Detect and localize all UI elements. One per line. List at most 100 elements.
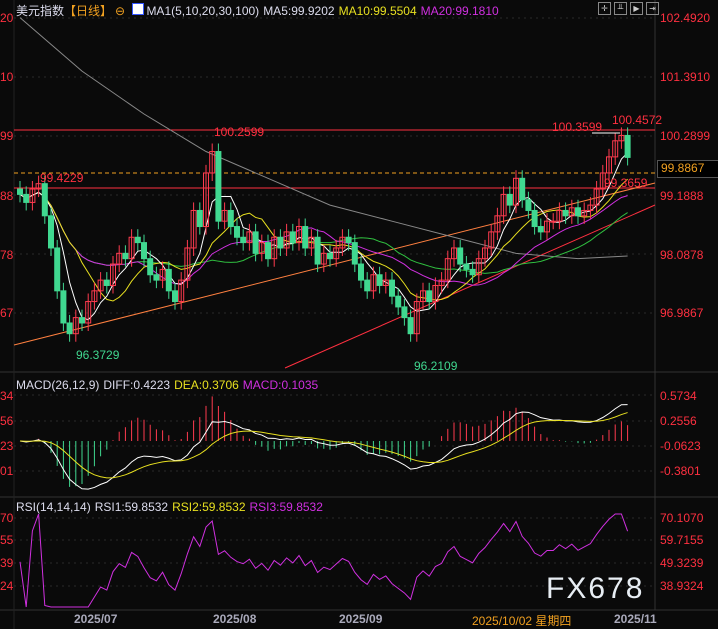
chart-range-icon[interactable]: ╨	[614, 2, 627, 15]
candle	[531, 209, 538, 228]
price-tick: 102.4920	[660, 11, 711, 25]
candle	[562, 209, 569, 217]
candle	[581, 209, 588, 217]
high-label: 100.4572	[612, 113, 663, 127]
rsi-tick: 49.3239	[660, 556, 704, 570]
candle	[482, 247, 488, 260]
play-icon[interactable]: ▶	[630, 2, 643, 15]
candle	[252, 231, 259, 254]
date-tick: 2025/11	[614, 612, 657, 626]
candle	[184, 247, 191, 281]
candle	[420, 290, 426, 303]
candle	[215, 151, 222, 222]
candle	[48, 215, 54, 249]
candle	[265, 242, 271, 260]
level-label: 99.3659	[604, 176, 648, 190]
candle	[370, 274, 377, 292]
candle	[575, 207, 581, 217]
ma-chart-icon[interactable]	[132, 3, 145, 15]
candle	[141, 242, 147, 260]
candle	[103, 279, 110, 286]
candle	[203, 172, 209, 228]
ma10-line	[19, 178, 628, 302]
candle	[209, 151, 216, 174]
candle	[134, 236, 141, 244]
candle	[54, 247, 61, 292]
rsi-tick: 70.1070	[660, 511, 704, 525]
candle	[389, 279, 395, 297]
candle	[289, 231, 296, 244]
diff-value: DIFF:0.4223	[103, 378, 171, 392]
candle	[221, 209, 228, 222]
candle	[444, 258, 451, 281]
candle	[587, 204, 594, 211]
candle	[407, 317, 414, 335]
candle	[23, 193, 30, 203]
candle	[178, 279, 185, 303]
candle	[463, 263, 470, 270]
candle	[314, 236, 321, 265]
candle	[41, 183, 48, 217]
candle	[395, 295, 402, 308]
candle	[172, 290, 178, 303]
candle	[568, 207, 575, 217]
candle	[283, 231, 290, 249]
candle	[234, 226, 240, 238]
left-tick: 23	[0, 439, 14, 453]
macd-tick: -0.3801	[660, 464, 701, 478]
candle	[60, 290, 67, 324]
candle	[475, 258, 482, 276]
candle	[401, 306, 408, 319]
candle	[320, 252, 327, 265]
candle	[432, 284, 439, 303]
left-tick: 24	[0, 579, 14, 593]
rsi-tick: 59.7155	[660, 533, 704, 547]
candle	[240, 236, 247, 244]
left-tick: 10	[0, 70, 14, 84]
dea-line	[19, 412, 628, 479]
candle	[122, 252, 129, 260]
candle	[426, 290, 433, 303]
diff-line	[19, 404, 628, 490]
candle	[35, 183, 42, 190]
candle	[116, 252, 123, 265]
candle	[618, 134, 625, 142]
candle	[128, 236, 135, 260]
candle	[72, 317, 79, 335]
instrument-title: 美元指数	[16, 4, 65, 18]
macd-value: MACD:0.1035	[242, 378, 319, 392]
candle	[79, 317, 85, 324]
candle	[606, 156, 612, 174]
candle	[382, 279, 389, 286]
ma-label: MA1(5,10,20,30,100)	[146, 4, 260, 18]
candle	[345, 236, 352, 244]
candle	[469, 268, 476, 276]
date-tick: 2025/07	[74, 612, 118, 626]
candle	[17, 188, 23, 195]
left-tick: 88	[0, 189, 14, 203]
rsi-label: RSI(14,14,14)	[16, 500, 91, 514]
rsi2-value: RSI2:59.8532	[172, 500, 246, 514]
macd-tick: 0.2556	[660, 414, 697, 428]
date-tick: 2025/08	[213, 612, 257, 626]
left-tick: 34	[0, 389, 14, 403]
candle	[351, 242, 358, 265]
crosshair-icon[interactable]: ✛	[598, 2, 611, 15]
ma20-value: MA20:99.1810	[420, 4, 499, 18]
high-label: 99.4229	[40, 171, 84, 185]
candle	[196, 209, 203, 228]
macd-tick: -0.0623	[660, 439, 701, 453]
period-label[interactable]: 【日线】	[64, 4, 113, 18]
candle	[29, 188, 36, 203]
macd-tick: 0.5734	[660, 389, 697, 403]
left-tick: 78	[0, 248, 14, 262]
left-tick: 67	[0, 306, 14, 320]
cursor-date: 2025/10/02 星期四	[472, 614, 572, 628]
exit-icon[interactable]: ⇥	[646, 2, 659, 15]
candle	[438, 279, 445, 286]
candle	[550, 220, 557, 223]
candle	[302, 226, 309, 249]
indicator-toggle-icon[interactable]: ⊖	[115, 4, 126, 18]
